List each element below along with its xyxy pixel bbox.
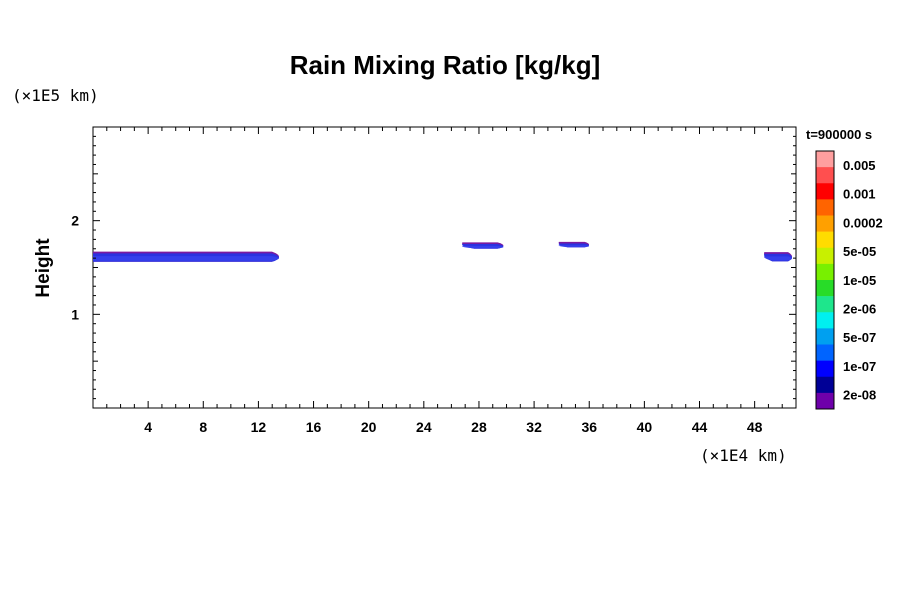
colorbar-label: 2e-06 [843, 302, 876, 317]
x-tick-label: 36 [581, 419, 597, 435]
x-tick-label: 12 [251, 419, 267, 435]
colorbar-label: 1e-05 [843, 273, 876, 288]
x-tick-label: 40 [637, 419, 653, 435]
colorbar-label: 5e-05 [843, 244, 876, 259]
colorbar-label: 1e-07 [843, 359, 876, 374]
x-unit-label: (×1E4 km) [700, 446, 787, 465]
timestamp-label: t=900000 s [806, 127, 872, 142]
x-tick-label: 16 [306, 419, 322, 435]
colorbar-swatch [816, 215, 834, 232]
x-tick-label: 20 [361, 419, 377, 435]
colorbar-label: 2e-08 [843, 388, 876, 403]
colorbar-swatches [816, 151, 834, 410]
colorbar-swatch [816, 247, 834, 265]
chart-title: Rain Mixing Ratio [kg/kg] [290, 50, 601, 80]
x-tick-label: 24 [416, 419, 432, 435]
x-tick-label: 48 [747, 419, 763, 435]
colorbar: 0.005 0.001 0.0002 5e-05 1e-05 2e-06 5e-07 1e-0… [815, 150, 883, 410]
x-tick-label: 28 [471, 419, 487, 435]
y-tick-label: 1 [71, 306, 79, 322]
x-tick-label: 4 [144, 419, 152, 435]
x-tick-label: 44 [692, 419, 708, 435]
colorbar-swatch [816, 360, 834, 378]
colorbar-swatch [816, 296, 834, 313]
colorbar-swatch [816, 263, 834, 281]
y-axis-label: Height [33, 238, 54, 298]
colorbar-swatch [816, 312, 834, 329]
x-tick-label: 8 [199, 419, 207, 435]
colorbar-swatch [816, 328, 834, 345]
colorbar-label: 0.001 [843, 187, 876, 202]
colorbar-swatch [816, 151, 834, 168]
colorbar-label: 5e-07 [843, 330, 876, 345]
colorbar-swatch [816, 344, 834, 361]
colorbar-swatch [816, 280, 834, 297]
colorbar-label: 0.0002 [843, 215, 883, 230]
colorbar-swatch [816, 167, 834, 184]
colorbar-swatch [816, 231, 834, 249]
y-unit-label: (×1E5 km) [12, 86, 99, 105]
rain-contours [93, 241, 793, 262]
colorbar-swatch [816, 199, 834, 216]
rain-band-right [764, 252, 793, 262]
colorbar-frame [815, 150, 835, 410]
colorbar-labels: 0.005 0.001 0.0002 5e-05 1e-05 2e-06 5e-07 1e-0… [843, 158, 883, 403]
rain-patch-35 [558, 241, 590, 248]
plot-frame [92, 126, 797, 409]
colorbar-swatch [816, 183, 834, 200]
colorbar-label: 0.005 [843, 158, 876, 173]
rain-patch-29 [462, 242, 504, 249]
colorbar-swatch [816, 376, 834, 394]
y-tick-label: 2 [71, 213, 79, 229]
colorbar-swatch [816, 392, 834, 410]
rain-band-left [93, 251, 279, 262]
x-tick-label: 32 [526, 419, 542, 435]
